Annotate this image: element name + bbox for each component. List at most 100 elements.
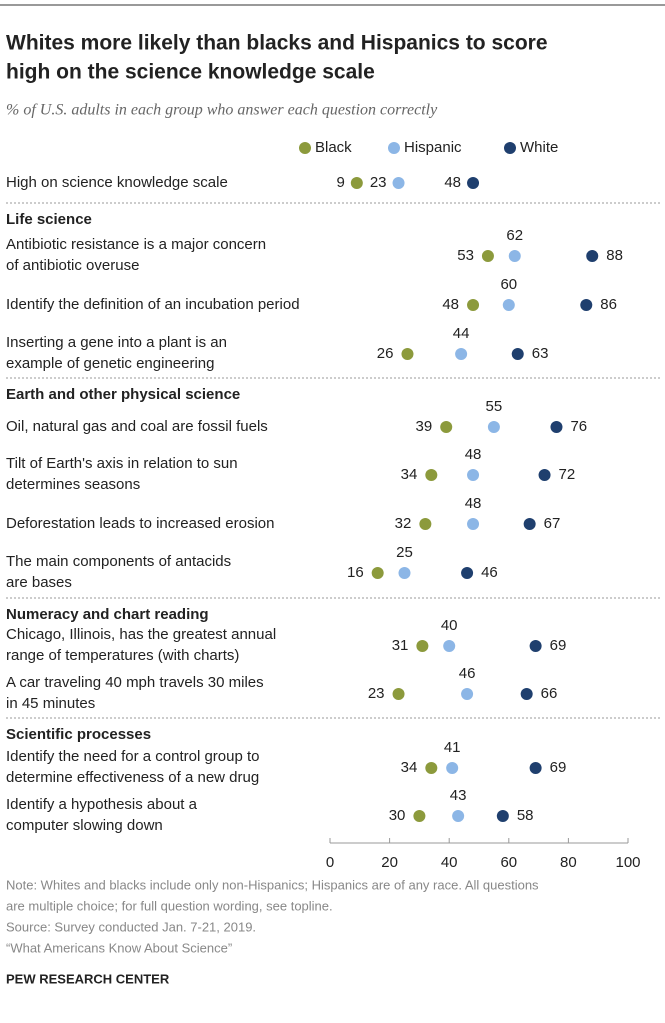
value-label: 26 bbox=[377, 345, 394, 362]
dot bbox=[371, 567, 384, 579]
dot bbox=[508, 250, 521, 262]
dot bbox=[419, 518, 432, 530]
value-label: 58 bbox=[517, 807, 534, 824]
row-label: Identify a hypothesis about a bbox=[6, 796, 198, 813]
row-label: A car traveling 40 mph travels 30 miles bbox=[6, 674, 264, 691]
dot bbox=[461, 688, 474, 700]
value-label: 46 bbox=[481, 564, 498, 581]
value-label: 72 bbox=[559, 466, 576, 483]
value-label: 69 bbox=[550, 637, 567, 654]
value-label: 30 bbox=[389, 807, 406, 824]
value-label: 31 bbox=[392, 637, 409, 654]
value-label: 48 bbox=[444, 174, 461, 191]
x-tick-label: 20 bbox=[381, 854, 398, 871]
dot bbox=[511, 348, 524, 360]
value-label: 9 bbox=[336, 174, 344, 191]
group-title: Earth and other physical science bbox=[6, 386, 240, 403]
row-label: determines seasons bbox=[6, 476, 140, 493]
dot bbox=[467, 299, 480, 311]
value-label: 48 bbox=[465, 446, 482, 463]
dot bbox=[401, 348, 414, 360]
x-tick-label: 60 bbox=[500, 854, 517, 871]
group-title: Life science bbox=[6, 211, 92, 228]
value-label: 41 bbox=[444, 739, 461, 756]
legend-label: Hispanic bbox=[404, 139, 462, 156]
value-label: 48 bbox=[442, 296, 459, 313]
dot bbox=[455, 348, 468, 360]
dot bbox=[502, 299, 515, 311]
value-label: 62 bbox=[506, 227, 523, 244]
dot bbox=[452, 810, 465, 822]
value-label: 46 bbox=[459, 665, 476, 682]
value-label: 63 bbox=[532, 345, 549, 362]
dot bbox=[392, 688, 405, 700]
dot bbox=[413, 810, 426, 822]
dot bbox=[467, 177, 480, 189]
row-label: Chicago, Illinois, has the greatest annu… bbox=[6, 626, 276, 643]
value-label: 23 bbox=[370, 174, 387, 191]
value-label: 44 bbox=[453, 325, 470, 342]
credit: PEW RESEARCH CENTER bbox=[6, 971, 170, 986]
dot bbox=[520, 688, 533, 700]
row-label: Inserting a gene into a plant is an bbox=[6, 334, 227, 351]
row-label: determine effectiveness of a new drug bbox=[6, 769, 259, 786]
row-label: computer slowing down bbox=[6, 817, 163, 834]
dot bbox=[580, 299, 593, 311]
dot bbox=[550, 421, 563, 433]
dot bbox=[446, 762, 459, 774]
row-label: High on science knowledge scale bbox=[6, 174, 228, 191]
value-label: 34 bbox=[401, 759, 418, 776]
dot bbox=[487, 421, 500, 433]
row-label: The main components of antacids bbox=[6, 553, 231, 570]
value-label: 32 bbox=[395, 515, 412, 532]
value-label: 67 bbox=[544, 515, 561, 532]
dot bbox=[481, 250, 494, 262]
value-label: 76 bbox=[570, 418, 587, 435]
legend-label: Black bbox=[315, 139, 352, 156]
value-label: 69 bbox=[550, 759, 567, 776]
x-tick-label: 0 bbox=[326, 854, 334, 871]
legend-dot bbox=[504, 142, 516, 154]
dot bbox=[496, 810, 509, 822]
dot bbox=[523, 518, 536, 530]
dot bbox=[398, 567, 411, 579]
dot bbox=[529, 640, 542, 652]
legend-label: White bbox=[520, 139, 558, 156]
note-line: Note: Whites and blacks include only non… bbox=[6, 877, 539, 892]
note-line: “What Americans Know About Science” bbox=[6, 940, 232, 955]
x-tick-label: 100 bbox=[615, 854, 640, 871]
x-tick-label: 80 bbox=[560, 854, 577, 871]
value-label: 40 bbox=[441, 617, 458, 634]
value-label: 66 bbox=[541, 685, 558, 702]
dot bbox=[440, 421, 453, 433]
dot bbox=[467, 469, 480, 481]
dot bbox=[461, 567, 474, 579]
row-label: are bases bbox=[6, 574, 72, 591]
row-label: Identify the definition of an incubation… bbox=[6, 296, 300, 313]
value-label: 86 bbox=[600, 296, 617, 313]
value-label: 55 bbox=[486, 398, 503, 415]
value-label: 34 bbox=[401, 466, 418, 483]
dot bbox=[392, 177, 405, 189]
dot bbox=[416, 640, 429, 652]
value-label: 53 bbox=[457, 247, 474, 264]
group-title: Scientific processes bbox=[6, 726, 151, 743]
value-label: 23 bbox=[368, 685, 385, 702]
row-label: Oil, natural gas and coal are fossil fue… bbox=[6, 418, 268, 435]
legend-dot bbox=[388, 142, 400, 154]
dot bbox=[443, 640, 456, 652]
value-label: 39 bbox=[416, 418, 433, 435]
dot bbox=[529, 762, 542, 774]
dot bbox=[538, 469, 551, 481]
value-label: 88 bbox=[606, 247, 623, 264]
value-label: 16 bbox=[347, 564, 364, 581]
dot bbox=[425, 762, 438, 774]
row-label: of antibiotic overuse bbox=[6, 257, 139, 274]
note-line: Source: Survey conducted Jan. 7-21, 2019… bbox=[6, 919, 256, 934]
subtitle: % of U.S. adults in each group who answe… bbox=[6, 102, 438, 119]
title-line: Whites more likely than blacks and Hispa… bbox=[6, 32, 548, 55]
dot bbox=[586, 250, 599, 262]
row-label: Antibiotic resistance is a major concern bbox=[6, 236, 266, 253]
value-label: 48 bbox=[465, 495, 482, 512]
